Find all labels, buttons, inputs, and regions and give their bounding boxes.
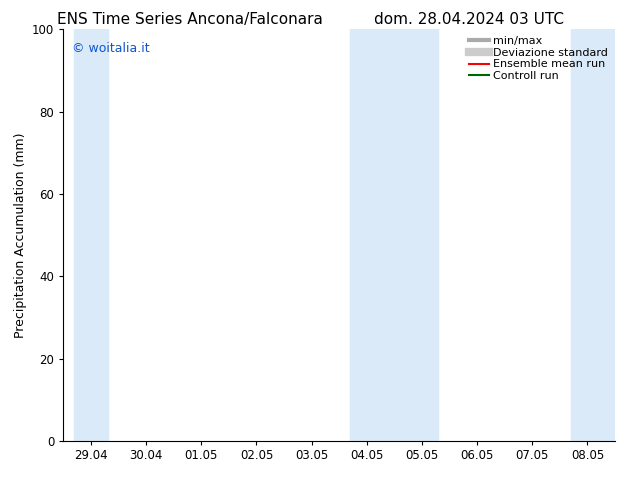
Bar [350, 29, 439, 441]
Text: ENS Time Series Ancona/Falconara: ENS Time Series Ancona/Falconara [57, 12, 323, 27]
Bar [74, 29, 108, 441]
Y-axis label: Precipitation Accumulation (mm): Precipitation Accumulation (mm) [13, 132, 27, 338]
Bar [571, 29, 615, 441]
Legend: min/max, Deviazione standard, Ensemble mean run, Controll run: min/max, Deviazione standard, Ensemble m… [465, 32, 612, 86]
Text: © woitalia.it: © woitalia.it [72, 42, 149, 55]
Text: dom. 28.04.2024 03 UTC: dom. 28.04.2024 03 UTC [374, 12, 564, 27]
